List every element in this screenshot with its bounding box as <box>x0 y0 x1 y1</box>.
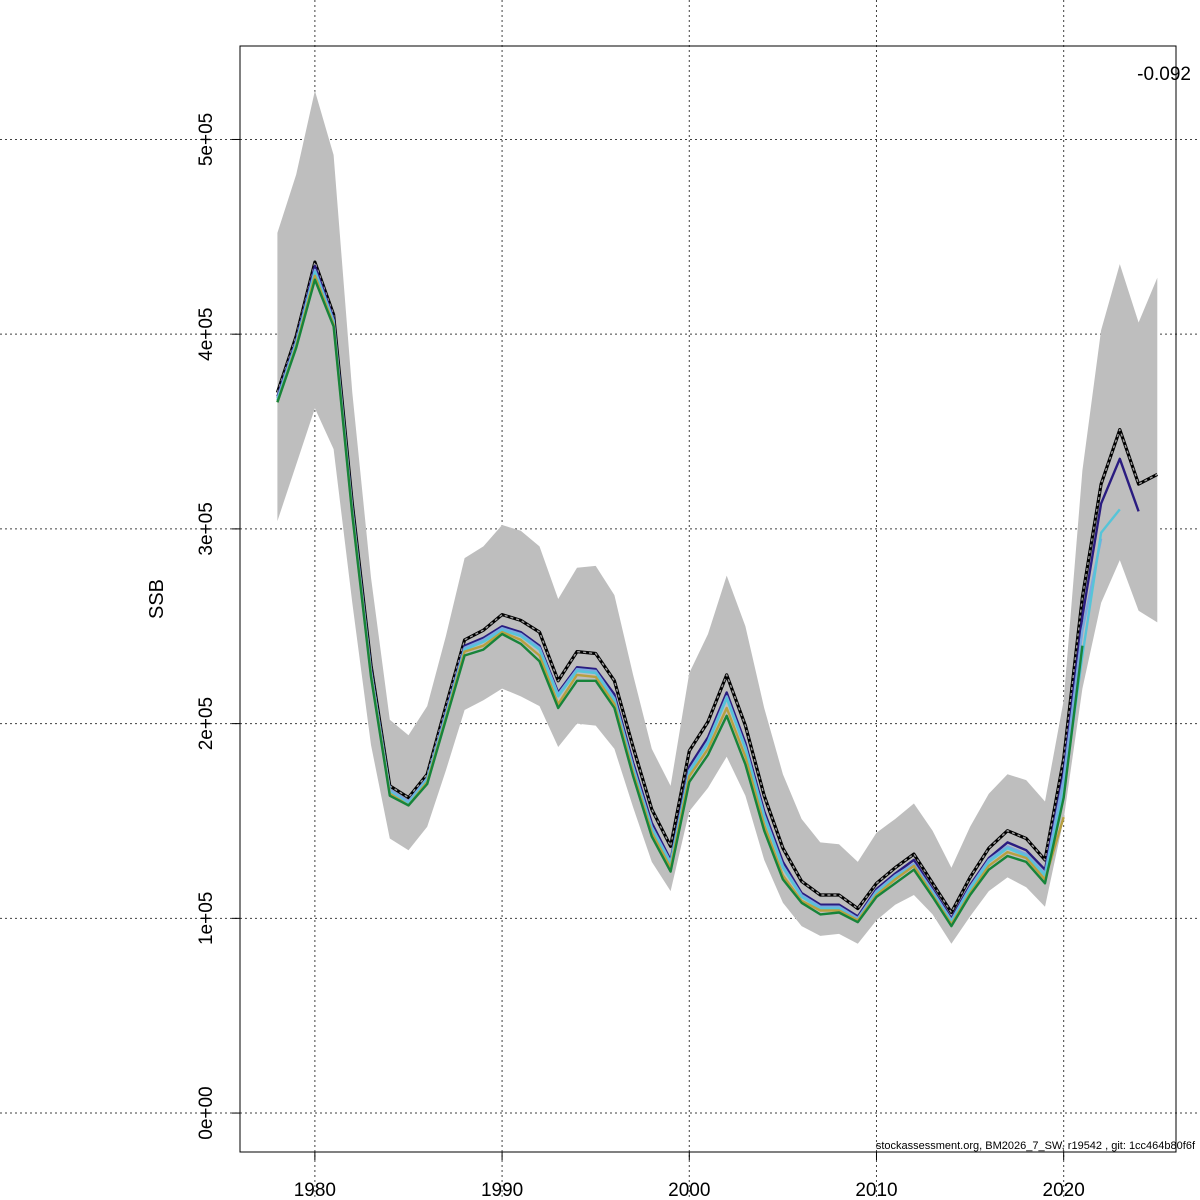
y-axis: 0e+00 1e+05 2e+05 3e+05 4e+05 5e+05 <box>196 113 240 1140</box>
series-layer <box>275 260 1159 928</box>
x-tick-label-2010: 2010 <box>855 1180 897 1200</box>
y-tick-label-2: 2e+05 <box>196 697 217 750</box>
confidence-band <box>277 90 1158 944</box>
y-tick-label-0: 0e+00 <box>196 1086 217 1139</box>
confidence-band-layer <box>277 90 1158 944</box>
y-tick-label-1: 1e+05 <box>196 892 217 945</box>
y-axis-title: SSB <box>146 579 168 619</box>
y-tick-label-4: 4e+05 <box>196 307 217 360</box>
y-tick-label-3: 3e+05 <box>196 502 217 555</box>
corner-value-label: -0.092 <box>1137 64 1191 85</box>
y-tick-label-5: 5e+05 <box>196 113 217 166</box>
plot-frame <box>239 45 1177 1153</box>
series-line-base-dash <box>276 261 1158 914</box>
x-tick-label-2020: 2020 <box>1043 1180 1085 1200</box>
footer-credit: stockassessment.org, BM2026_7_SW, r19542… <box>876 1140 1196 1152</box>
x-tick-label-1990: 1990 <box>481 1180 523 1200</box>
x-tick-label-2000: 2000 <box>668 1180 710 1200</box>
x-axis: 1980 1990 2000 2010 2020 <box>294 1152 1085 1200</box>
series-line-green <box>276 278 1084 928</box>
x-tick-label-1980: 1980 <box>294 1180 336 1200</box>
